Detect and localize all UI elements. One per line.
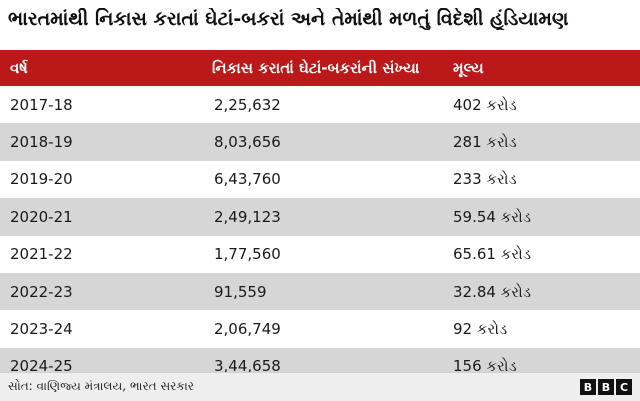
bbc-logo-letter: B: [598, 379, 614, 395]
cell-value: 59.54 કરોડ: [453, 207, 532, 226]
table-row: 2021-22 1,77,560 65.61 કરોડ: [0, 235, 640, 273]
source-note: સોત: વાણિજ્ય મંત્રાલય, ભારત સરકાર: [8, 379, 194, 393]
table-row: 2018-19 8,03,656 281 કરોડ: [0, 123, 640, 161]
table-row: 2022-23 91,559 32.84 કરોડ: [0, 272, 640, 311]
table-row: 2020-21 2,49,123 59.54 કરોડ: [0, 198, 640, 236]
cell-year: 2020-21: [10, 207, 73, 226]
cell-value: 402 કરોડ: [453, 95, 517, 114]
cell-count: 8,03,656: [214, 133, 281, 152]
footer: સોત: વાણિજ્ય મંત્રાલય, ભારત સરકાર B B C: [0, 372, 640, 401]
cell-year: 2018-19: [10, 133, 73, 152]
cell-year: 2019-20: [10, 170, 73, 189]
table-row: 2019-20 6,43,760 233 કરોડ: [0, 160, 640, 199]
data-table: વર્ષ નિકાસ કરાતાં ઘેટાં-બકરાંની સંખ્યા મ…: [0, 50, 640, 386]
cell-value: 65.61 કરોડ: [453, 245, 532, 264]
table-body: 2017-18 2,25,632 402 કરોડ 2018-19 8,03,656 28…: [0, 86, 640, 386]
cell-count: 3,44,658: [214, 357, 281, 376]
cell-count: 6,43,760: [214, 170, 281, 189]
cell-count: 91,559: [214, 282, 267, 301]
cell-value: 32.84 કરોડ: [453, 282, 532, 301]
cell-year: 2021-22: [10, 245, 73, 264]
cell-count: 1,77,560: [214, 245, 281, 264]
bbc-logo-letter: B: [580, 379, 596, 395]
cell-count: 2,25,632: [214, 95, 281, 114]
table-row: 2017-18 2,25,632 402 કરોડ: [0, 86, 640, 124]
header-value: મૂલ્ય: [453, 59, 484, 77]
cell-year: 2024-25: [10, 357, 73, 376]
page-title: ભારતમાંથી નિકાસ કરાતાં ઘેટાં-બકરાં અને ત…: [8, 8, 569, 30]
bbc-logo: B B C: [580, 379, 632, 395]
cell-year: 2022-23: [10, 282, 73, 301]
table-row: 2023-24 2,06,749 92 કરોડ: [0, 310, 640, 348]
cell-value: 281 કરોડ: [453, 133, 517, 152]
cell-count: 2,49,123: [214, 207, 281, 226]
bbc-logo-letter: C: [616, 379, 632, 395]
cell-value: 92 કરોડ: [453, 320, 508, 339]
cell-count: 2,06,749: [214, 320, 281, 339]
header-year: વર્ષ: [10, 59, 28, 77]
cell-year: 2017-18: [10, 95, 73, 114]
table-header-row: વર્ષ નિકાસ કરાતાં ઘેટાં-બકરાંની સંખ્યા મ…: [0, 50, 640, 86]
cell-value: 233 કરોડ: [453, 170, 517, 189]
cell-year: 2023-24: [10, 320, 73, 339]
header-count: નિકાસ કરાતાં ઘેટાં-બકરાંની સંખ્યા: [212, 59, 420, 77]
cell-value: 156 કરોડ: [453, 357, 517, 376]
